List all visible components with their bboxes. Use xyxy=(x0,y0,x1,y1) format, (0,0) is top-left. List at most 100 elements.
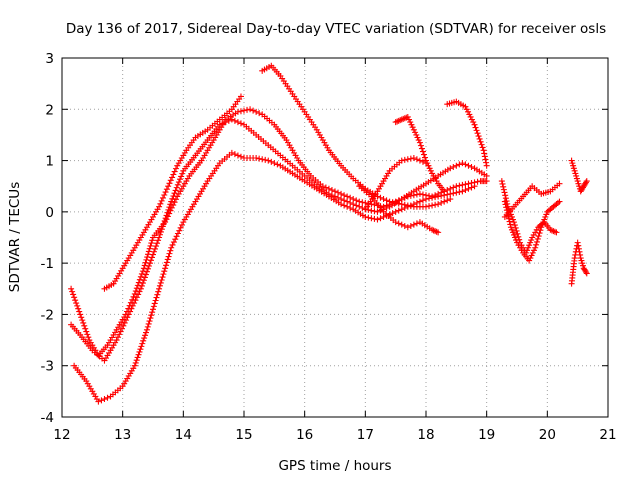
data-point xyxy=(176,227,183,234)
data-point xyxy=(134,282,141,289)
data-point xyxy=(362,199,369,206)
data-point xyxy=(170,171,177,178)
chart-title: Day 136 of 2017, Sidereal Day-to-day VTE… xyxy=(66,21,606,37)
data-point xyxy=(359,205,366,212)
data-point xyxy=(175,179,182,186)
data-point xyxy=(537,227,544,234)
data-point xyxy=(477,138,484,145)
x-tick-label: 21 xyxy=(599,427,616,443)
data-point xyxy=(503,204,510,211)
data-point xyxy=(170,239,177,246)
data-point xyxy=(525,244,532,251)
data-point xyxy=(158,276,165,283)
data-point xyxy=(471,183,478,190)
data-point xyxy=(512,224,519,231)
data-point xyxy=(569,160,576,167)
data-point xyxy=(72,297,79,304)
data-point xyxy=(514,230,521,237)
data-point xyxy=(253,155,260,162)
data-point xyxy=(271,160,278,167)
data-point xyxy=(157,228,164,235)
data-point xyxy=(165,183,172,190)
data-point xyxy=(231,117,238,124)
data-point xyxy=(132,297,139,304)
data-point xyxy=(550,228,557,235)
data-point xyxy=(542,213,549,220)
data-point xyxy=(377,215,384,222)
data-point xyxy=(416,190,423,197)
x-tick-label: 17 xyxy=(357,427,374,443)
data-point xyxy=(389,199,396,206)
data-point xyxy=(504,209,511,216)
data-point xyxy=(157,279,164,286)
data-point xyxy=(150,303,157,310)
data-point xyxy=(124,314,131,321)
data-point xyxy=(166,250,173,257)
data-point xyxy=(253,108,260,115)
data-point xyxy=(75,305,82,312)
data-point xyxy=(222,119,229,126)
data-point xyxy=(398,201,405,208)
data-point xyxy=(483,159,490,166)
data-point xyxy=(143,329,149,336)
data-point xyxy=(237,93,244,100)
data-point xyxy=(140,265,147,272)
data-point xyxy=(463,106,470,113)
data-point xyxy=(178,221,185,228)
data-point xyxy=(395,220,402,227)
data-point xyxy=(347,199,354,206)
data-point xyxy=(515,233,522,240)
data-point xyxy=(259,156,266,163)
data-point xyxy=(68,285,75,292)
data-point xyxy=(528,237,535,244)
data-point xyxy=(137,285,144,292)
series-track-5 xyxy=(259,62,454,210)
data-point xyxy=(500,186,507,193)
data-point xyxy=(511,234,518,241)
data-point xyxy=(467,113,474,120)
data-point xyxy=(526,242,533,249)
data-point xyxy=(150,251,156,258)
data-point xyxy=(481,150,488,157)
data-point xyxy=(535,233,542,240)
data-point xyxy=(413,220,420,227)
data-point xyxy=(479,144,486,151)
data-point xyxy=(483,172,490,179)
data-point xyxy=(237,120,244,127)
data-point xyxy=(167,201,174,208)
data-point xyxy=(146,245,153,252)
data-point xyxy=(389,210,396,217)
data-point xyxy=(471,121,478,128)
data-point xyxy=(133,357,140,364)
data-point xyxy=(338,201,345,208)
data-point xyxy=(556,198,563,205)
data-point xyxy=(435,229,442,236)
data-point xyxy=(244,106,251,113)
data-point xyxy=(412,129,419,136)
data-point xyxy=(524,247,531,254)
data-point xyxy=(344,198,351,205)
data-point xyxy=(147,257,154,264)
x-tick-label: 19 xyxy=(478,427,495,443)
data-point xyxy=(502,201,509,208)
data-point xyxy=(419,191,426,198)
data-point xyxy=(583,269,590,276)
data-point xyxy=(228,116,235,123)
data-point xyxy=(533,241,540,248)
data-point xyxy=(164,209,171,216)
data-point xyxy=(501,189,508,196)
data-point xyxy=(84,331,91,338)
data-point xyxy=(398,206,405,213)
data-point xyxy=(174,230,181,237)
data-point xyxy=(164,256,171,263)
data-point xyxy=(553,229,560,236)
data-point xyxy=(332,193,338,200)
data-point xyxy=(167,247,174,254)
y-axis-label: SDTVAR / TECUs xyxy=(7,182,23,292)
data-point xyxy=(417,142,424,149)
y-tick-label: -3 xyxy=(41,359,54,375)
data-point xyxy=(155,237,162,244)
data-point xyxy=(125,311,132,318)
data-point xyxy=(159,274,166,281)
